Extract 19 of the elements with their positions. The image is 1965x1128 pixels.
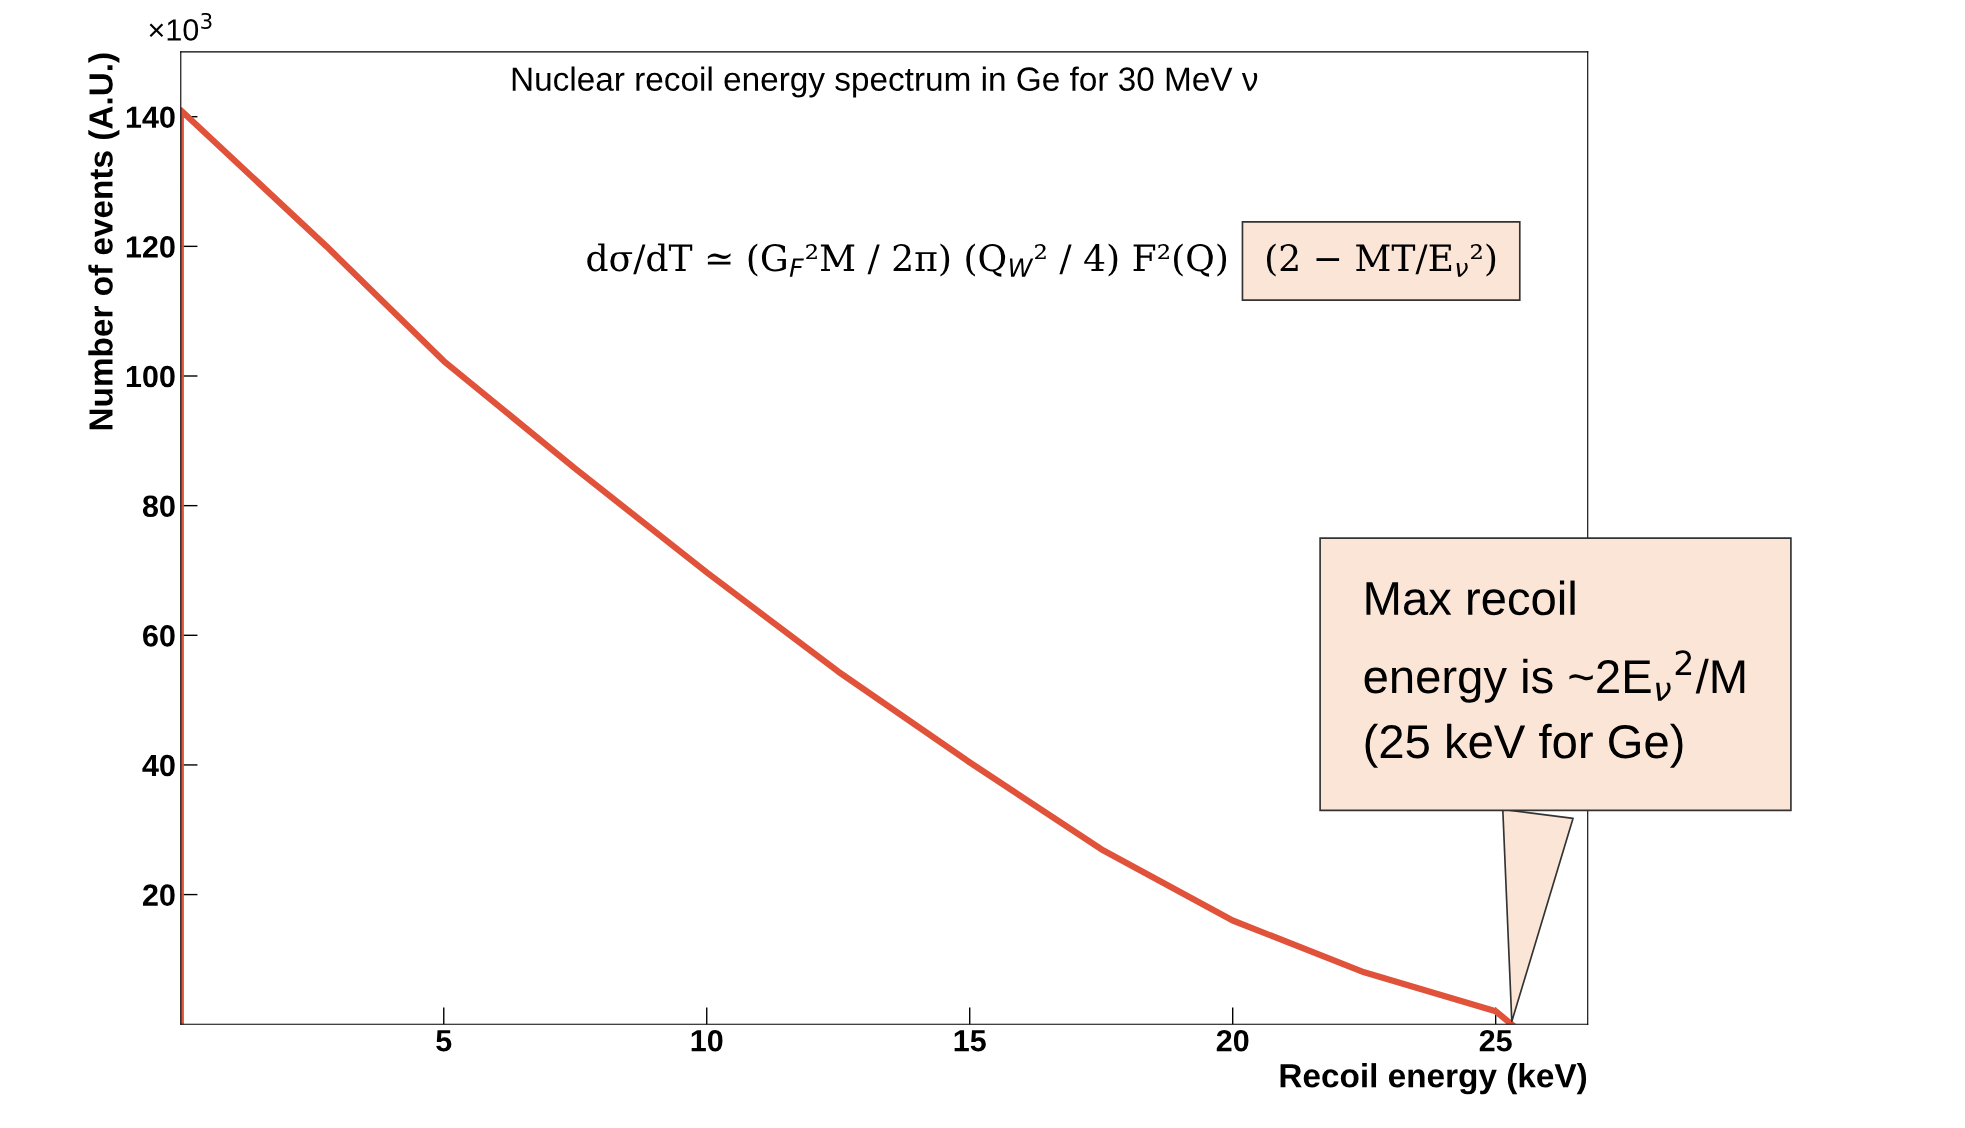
annotation: dσ/dT ≃ (G$_{F}$²M / 2π) (Q$_{W}$² / 4) F²(Q): [587, 243, 1227, 277]
x-tick-label: 10: [691, 1029, 723, 1052]
y-tick-label: 100: [126, 365, 175, 388]
annotation: (2 − MT/E$_{ν}$²): [1266, 243, 1496, 277]
chart-title: Nuclear recoil energy spectrum in Ge for 30 MeV ν: [512, 66, 1258, 98]
annotation: Max recoil energy is ~2E$_{ν}$$^{2}$/M (25 keV for Ge): [1364, 580, 1745, 768]
x-tick-label: 5: [436, 1030, 452, 1052]
y-tick-label: 60: [143, 625, 175, 647]
y-tick-label: 120: [126, 236, 175, 258]
x-tick-label: 20: [1216, 1029, 1249, 1052]
y-tick-label: 40: [142, 754, 175, 777]
text: ×10$^{3}$: [149, 12, 212, 41]
y-tick-label: 140: [126, 106, 175, 129]
y-tick-label: 20: [143, 884, 175, 906]
x-tick-label: 15: [954, 1030, 986, 1052]
x-tick-label: 25: [1479, 1029, 1512, 1052]
y-tick-label: 80: [142, 495, 175, 518]
y-axis-title: Number of events (A.U.): [88, 53, 120, 430]
x-axis-title: Recoil energy (keV): [1280, 1063, 1587, 1095]
